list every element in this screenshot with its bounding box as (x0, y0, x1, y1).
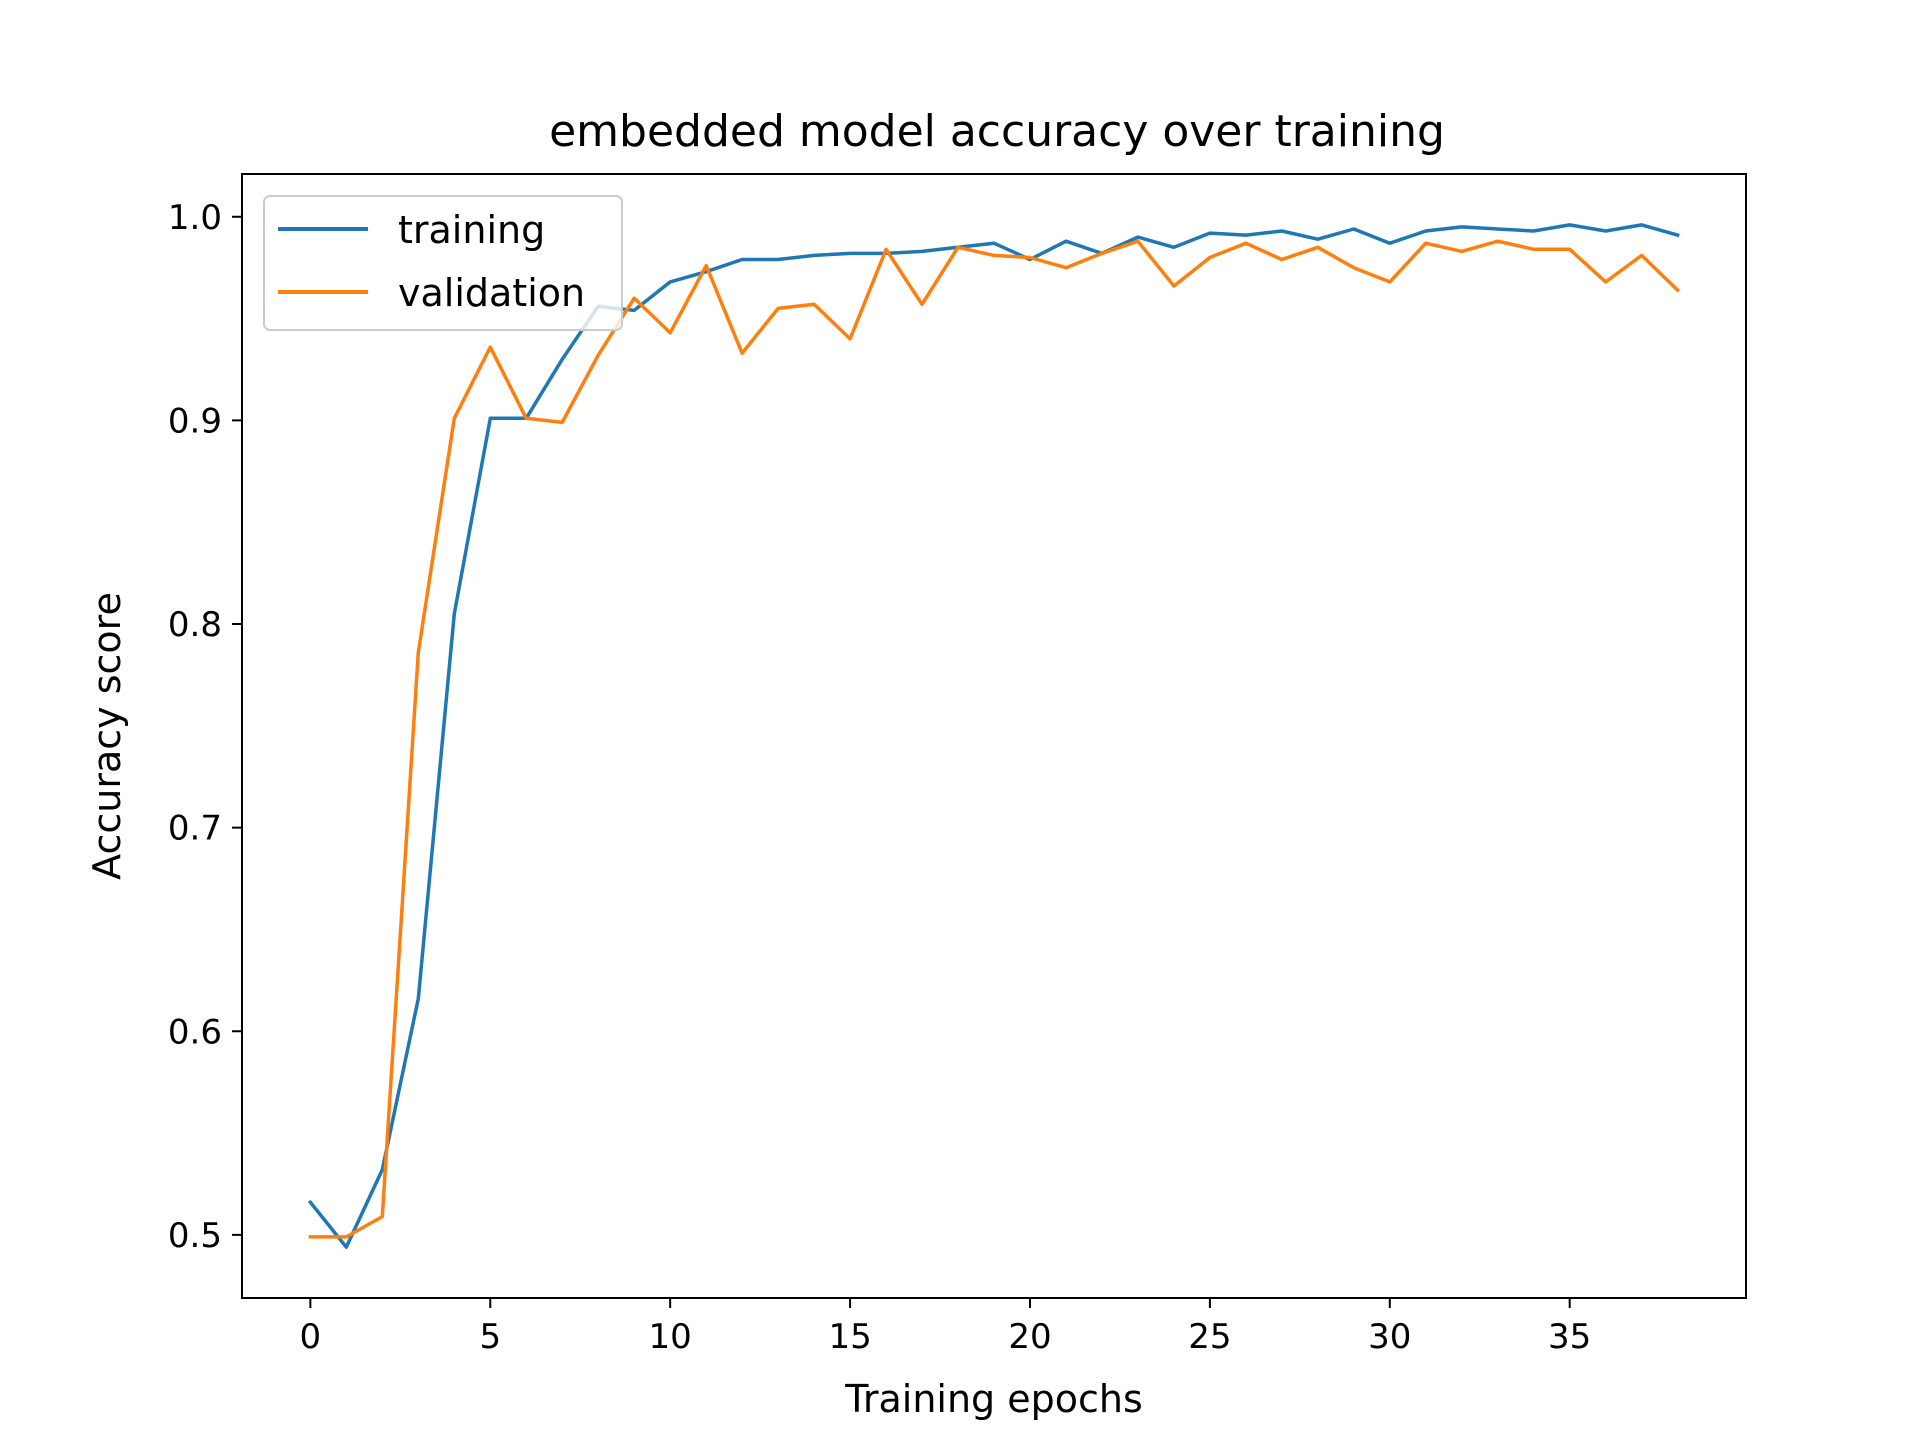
y-axis-ticks: 0.5 0.6 0.7 0.8 0.9 1.0 (168, 198, 242, 1256)
y-tick-label: 0.8 (168, 605, 222, 645)
series-line-validation (308, 239, 1681, 1239)
x-tick-label: 10 (649, 1317, 692, 1357)
x-tick-label: 35 (1548, 1317, 1591, 1357)
y-tick-label: 0.7 (168, 809, 222, 849)
x-tick-label: 5 (479, 1317, 501, 1357)
y-tick-label: 0.6 (168, 1012, 222, 1052)
legend-label-validation: validation (398, 271, 585, 315)
plot-lines (307, 223, 1681, 1249)
y-tick-label: 0.9 (168, 401, 222, 441)
chart-title: embedded model accuracy over training (549, 106, 1445, 157)
y-tick-label: 0.5 (168, 1216, 222, 1256)
legend: training validation (263, 195, 623, 331)
x-axis-ticks: 0 5 10 15 20 25 30 35 (300, 1298, 1591, 1357)
y-tick-label: 1.0 (168, 198, 222, 238)
x-tick-label: 20 (1008, 1317, 1051, 1357)
x-tick-label: 15 (828, 1317, 871, 1357)
x-tick-label: 0 (300, 1317, 322, 1357)
x-tick-label: 25 (1188, 1317, 1231, 1357)
legend-label-training: training (398, 208, 545, 252)
x-axis-label: Training epochs (844, 1377, 1143, 1421)
plot-frame (241, 173, 1747, 1299)
series-line-training (307, 223, 1680, 1249)
x-tick-label: 30 (1368, 1317, 1411, 1357)
y-axis-label: Accuracy score (85, 592, 129, 880)
